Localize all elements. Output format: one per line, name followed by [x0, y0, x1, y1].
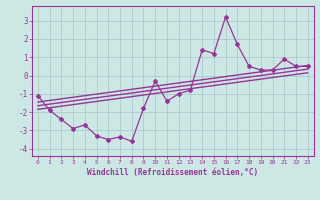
X-axis label: Windchill (Refroidissement éolien,°C): Windchill (Refroidissement éolien,°C) — [87, 168, 258, 177]
